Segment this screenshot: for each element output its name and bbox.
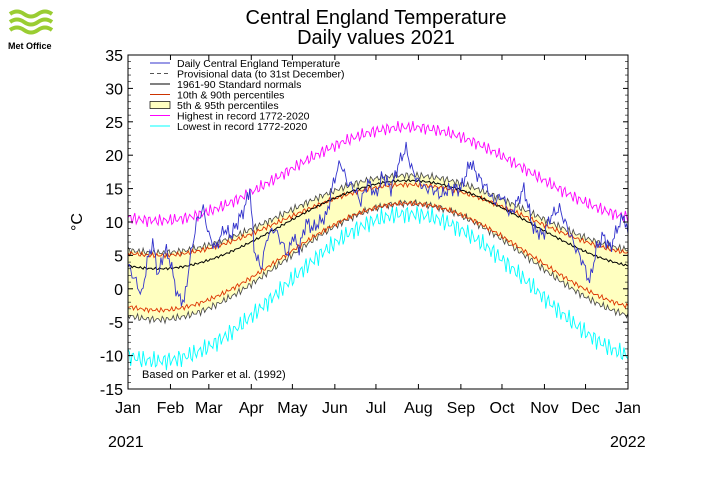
brand-name: Met Office bbox=[8, 41, 52, 51]
logo-wave-2 bbox=[8, 17, 54, 27]
month-label: Aug bbox=[404, 400, 432, 417]
y-tick-label: -5 bbox=[109, 315, 123, 332]
year-end-label: 2022 bbox=[610, 434, 646, 451]
month-label: Dec bbox=[571, 400, 599, 417]
y-tick-label: 10 bbox=[105, 215, 123, 232]
percentile-5-95-band bbox=[128, 172, 628, 324]
daily-temperature-series bbox=[127, 141, 629, 307]
month-label: Mar bbox=[195, 400, 223, 417]
logo-wave-1 bbox=[8, 9, 54, 19]
legend-label: Daily Central England Temperature bbox=[177, 58, 340, 70]
month-label: Jan bbox=[615, 400, 641, 417]
percentile-90-line bbox=[127, 181, 629, 260]
y-axis-label: °C bbox=[69, 213, 86, 231]
y-tick-label: 20 bbox=[105, 148, 123, 165]
y-tick-label: 0 bbox=[114, 282, 123, 299]
month-label: Sep bbox=[447, 400, 476, 417]
month-label: Jun bbox=[322, 400, 348, 417]
y-tick-label: 25 bbox=[105, 115, 123, 132]
x-axis-ticks: Jan Feb Mar Apr May Jun Jul Aug Sep Oct Nov Dec Jan bbox=[115, 55, 641, 417]
series-lines bbox=[127, 121, 629, 371]
band-5-95-fill bbox=[128, 172, 628, 324]
month-label: Jul bbox=[366, 400, 386, 417]
source-annotation: Based on Parker et al. (1992) bbox=[142, 369, 286, 381]
month-label: Feb bbox=[157, 400, 185, 417]
legend-label: Highest in record 1772-2020 bbox=[177, 111, 310, 123]
legend-label: Lowest in record 1772-2020 bbox=[177, 121, 307, 133]
y-tick-label: 5 bbox=[114, 248, 123, 265]
legend-label: 10th & 90th percentiles bbox=[177, 90, 284, 102]
month-label: Jan bbox=[115, 400, 141, 417]
highest-record-line bbox=[127, 121, 629, 227]
y-tick-label: 35 bbox=[105, 48, 123, 65]
legend-label: 1961-90 Standard normals bbox=[177, 79, 301, 91]
legend-label: 5th & 95th percentiles bbox=[177, 100, 279, 112]
month-label: Nov bbox=[530, 400, 558, 417]
percentile-95-line bbox=[127, 171, 629, 257]
chart-subtitle: Daily values 2021 bbox=[297, 27, 455, 49]
month-label: May bbox=[277, 400, 307, 417]
legend-swatch-box bbox=[149, 101, 171, 109]
month-label: Oct bbox=[490, 400, 515, 417]
year-start-label: 2021 bbox=[108, 434, 144, 451]
legend: Daily Central England TemperatureProvisi… bbox=[149, 58, 345, 133]
y-axis-ticks: 35 30 25 20 15 10 5 0 -5 -10 -15 bbox=[100, 48, 628, 399]
met-office-logo: Met Office bbox=[8, 9, 54, 51]
legend-label: Provisional data (to 31st December) bbox=[177, 69, 345, 81]
y-tick-label: 30 bbox=[105, 81, 123, 98]
month-label: Apr bbox=[239, 400, 265, 417]
normal-1961-90-line bbox=[127, 178, 629, 271]
chart-title: Central England Temperature bbox=[246, 7, 507, 29]
y-tick-label: 15 bbox=[105, 182, 123, 199]
y-tick-label: -15 bbox=[100, 382, 123, 399]
y-tick-label: -10 bbox=[100, 349, 123, 366]
percentile-5-line bbox=[127, 199, 629, 325]
percentile-10-line bbox=[128, 199, 629, 314]
daily-temperature-line bbox=[127, 141, 629, 307]
lowest-record-line bbox=[127, 206, 629, 371]
logo-wave-3 bbox=[8, 25, 54, 35]
